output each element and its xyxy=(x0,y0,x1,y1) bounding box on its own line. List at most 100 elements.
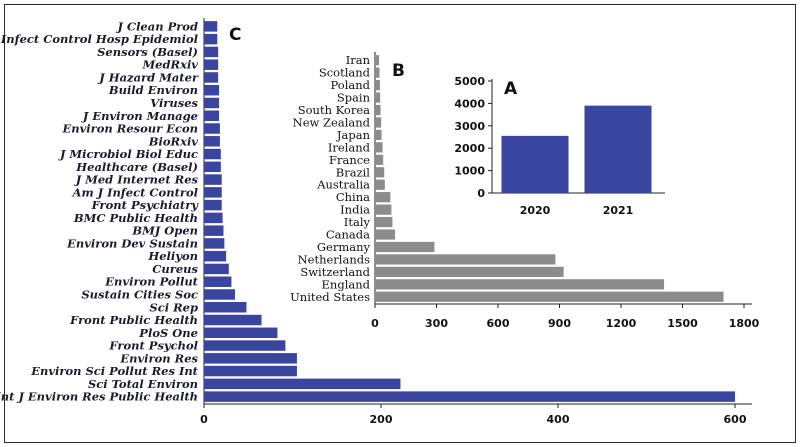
panel-b-category-label: United States xyxy=(290,290,370,304)
panel-c-category-label: Int J Environ Res Public Health xyxy=(0,390,198,404)
panel-b-category-label: Australia xyxy=(316,178,370,192)
panel-b-bar-spain xyxy=(375,92,381,103)
panel-b-category-label: Poland xyxy=(331,78,371,92)
panel-c-bar-sustain-cities-soc xyxy=(204,289,235,300)
panel-c-letter: C xyxy=(229,25,241,45)
panel-b-bar-germany xyxy=(375,241,435,253)
panel-c-bar-int-j-environ-res-public-health xyxy=(204,391,735,402)
panel-c-category-label: Environ Resour Econ xyxy=(61,122,198,136)
panel-a-x-tick-label: 2021 xyxy=(603,204,634,217)
panel-b-category-label: Japan xyxy=(336,128,371,142)
panel-c-bar-sensors-basel xyxy=(204,46,219,58)
panel-c-category-label: Infect Control Hosp Epidemiol xyxy=(0,32,199,46)
panel-c-bar-front-public-health xyxy=(204,314,262,326)
panel-c-category-label: MedRxiv xyxy=(141,58,198,72)
panel-c-bar-j-environ-manage xyxy=(204,110,220,121)
panel-a-y-tick-label: 4000 xyxy=(454,97,485,110)
figure-frame xyxy=(4,4,796,443)
panel-b-bar-italy xyxy=(375,216,393,228)
panel-c-category-label: BMJ Open xyxy=(131,224,198,238)
panel-c-bar-sci-rep xyxy=(204,302,247,313)
panel-c-category-label: Environ Sci Pollut Res Int xyxy=(30,364,198,378)
panel-c-bar-infect-control-hosp-epidemiol xyxy=(204,33,218,45)
panel-b-category-label: Germany xyxy=(317,240,371,254)
panel-b-x-tick-label: 1500 xyxy=(667,317,698,330)
panel-b-category-label: India xyxy=(340,203,370,217)
panel-c-bar-bmj-open xyxy=(204,225,224,236)
panel-b-bar-france xyxy=(375,154,384,165)
panel-b-category-label: Ireland xyxy=(328,140,371,154)
panel-a-y-tick-label: 1000 xyxy=(454,165,485,178)
panel-b-bar-india xyxy=(375,204,392,215)
panel-b-category-label: Brazil xyxy=(336,165,371,179)
panel-b-x-tick-label: 900 xyxy=(548,317,571,330)
panel-b-category-label: Switzerland xyxy=(300,265,370,279)
panel-c-category-label: Build Environ xyxy=(108,83,198,97)
panel-b-category-label: New Zealand xyxy=(293,115,371,129)
panel-c-category-label: Sci Total Environ xyxy=(88,377,198,391)
panel-c-category-label: BioRxiv xyxy=(148,134,199,148)
panel-a-y-tick-label: 5000 xyxy=(454,75,485,88)
panel-c-category-label: Heliyon xyxy=(147,249,198,263)
panel-c-bar-front-psychol xyxy=(204,340,286,351)
panel-c-bar-environ-sci-pollut-res-int xyxy=(204,365,297,377)
panel-b-x-tick-label: 600 xyxy=(487,317,510,330)
panel-c-category-label: Am J Infect Control xyxy=(72,185,199,199)
panel-c-bar-build-environ xyxy=(204,84,220,96)
panel-c-x-tick-label: 0 xyxy=(200,413,208,426)
panel-b-bar-netherlands xyxy=(375,254,556,265)
panel-b-category-label: France xyxy=(329,153,370,167)
panel-c-bar-environ-res xyxy=(204,353,297,364)
panel-c-bar-environ-dev-sustain xyxy=(204,238,225,249)
panel-c-bar-medrxiv xyxy=(204,59,219,70)
panel-b-bar-canada xyxy=(375,229,396,240)
panel-b-category-label: Spain xyxy=(337,91,371,105)
panel-c-bar-plos-one xyxy=(204,327,278,339)
panel-c-x-tick-label: 400 xyxy=(547,413,570,426)
panel-c-category-label: Viruses xyxy=(150,96,198,110)
panel-c-bar-bmc-public-health xyxy=(204,212,223,224)
panel-c-category-label: Healthcare (Basel) xyxy=(75,160,198,174)
panel-a-y-tick-label: 2000 xyxy=(454,142,485,155)
panel-a-bar-2020 xyxy=(501,135,569,193)
panel-c-bar-healthcare-basel xyxy=(204,161,221,173)
panel-b-bar-switzerland xyxy=(375,266,564,277)
panel-c-bar-biorxiv xyxy=(204,136,220,147)
panel-b-bar-china xyxy=(375,192,391,203)
panel-b-bar-japan xyxy=(375,129,382,141)
panel-c-x-tick-label: 600 xyxy=(724,413,747,426)
panel-b-x-tick-label: 1800 xyxy=(729,317,760,330)
panel-b-bar-brazil xyxy=(375,167,385,178)
panel-c-category-label: Environ Dev Sustain xyxy=(66,236,198,250)
panel-b-bar-england xyxy=(375,279,665,290)
panel-c-bar-j-med-internet-res xyxy=(204,174,222,185)
panel-c-bar-am-j-infect-control xyxy=(204,187,222,198)
panel-c-bar-heliyon xyxy=(204,250,227,262)
panel-b-bar-south-korea xyxy=(375,104,381,116)
panel-b-category-label: Italy xyxy=(344,215,371,229)
panel-b-x-tick-label: 0 xyxy=(371,317,379,330)
panel-c-x-tick-label: 200 xyxy=(370,413,393,426)
panel-b-bar-new-zealand xyxy=(375,117,382,128)
panel-c-category-label: Environ Pollut xyxy=(104,275,198,289)
panel-c-category-label: J Med Internet Res xyxy=(74,173,199,187)
panel-b-category-label: Canada xyxy=(326,228,370,242)
panel-b-bar-poland xyxy=(375,80,380,91)
panel-c-bar-cureus xyxy=(204,263,229,275)
panel-a-bar-2021 xyxy=(584,105,652,193)
panel-b-category-label: Iran xyxy=(346,53,371,67)
panel-b-bar-ireland xyxy=(375,142,383,153)
panel-c-bar-front-psychiatry xyxy=(204,199,222,211)
panel-c-category-label: BMC Public Health xyxy=(73,211,198,225)
panel-c-category-label: Front Psychol xyxy=(108,339,198,353)
panel-c-category-label: PloS One xyxy=(138,326,198,340)
panel-b-x-tick-label: 300 xyxy=(425,317,448,330)
panel-a-x-tick-label: 2020 xyxy=(520,204,551,217)
panel-c-category-label: Front Psychiatry xyxy=(91,198,200,212)
panel-c-bar-environ-pollut xyxy=(204,276,232,287)
panel-c-bar-sci-total-environ xyxy=(204,378,401,390)
panel-c-category-label: Sensors (Basel) xyxy=(97,45,198,59)
panel-c-bar-environ-resour-econ xyxy=(204,123,220,134)
panel-a-letter: A xyxy=(504,79,518,99)
panel-c-category-label: J Environ Manage xyxy=(81,109,198,123)
